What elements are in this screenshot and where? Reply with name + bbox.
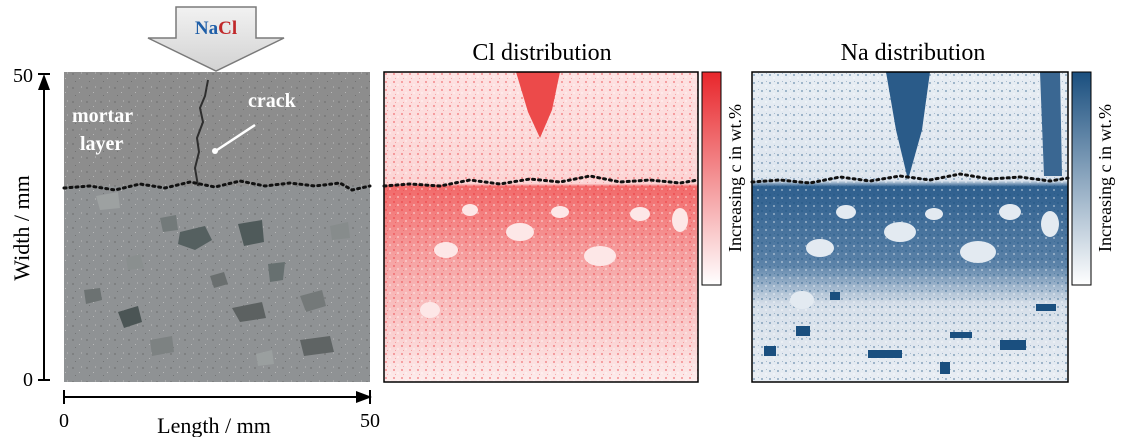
y-axis-label: Width / mm: [9, 175, 34, 280]
y-tick-label-bottom: 0: [23, 369, 33, 391]
na-label: Na: [195, 18, 219, 39]
y-tick-label-top: 50: [13, 65, 33, 87]
x-axis: 0 50 Length / mm: [59, 390, 380, 437]
crack-line: [193, 79, 209, 187]
na-colorbar-label: Increasing c in wt.%: [1095, 104, 1115, 252]
na-distribution-panel: Na distribution Increasing c: [750, 40, 1115, 383]
cl-aggregate-voids: [420, 204, 688, 318]
cl-map-frame: [383, 71, 699, 383]
mortar-label-line2: layer: [80, 133, 123, 155]
cl-label: Cl: [218, 18, 237, 39]
y-axis-arrow-icon: [38, 74, 50, 90]
photo-texture: [64, 72, 370, 382]
nacl-arrow: NaCl: [147, 6, 285, 72]
cl-interface-line: [382, 174, 700, 188]
specimen-photo: mortar layer crack: [62, 72, 372, 382]
nacl-label: NaCl: [195, 18, 237, 39]
na-lower-spots: [764, 292, 1056, 374]
y-axis: 50 0 Width / mm: [9, 65, 50, 391]
na-map-title: Na distribution: [841, 40, 986, 66]
crack-pointer-dot: [212, 148, 218, 154]
na-interface-line: [750, 172, 1070, 185]
cl-distribution-panel: Cl distribution Increasing c in wt.%: [382, 40, 745, 383]
x-tick-label-left: 0: [59, 410, 69, 432]
interface-line: [62, 179, 372, 192]
cl-map-title: Cl distribution: [472, 40, 611, 66]
down-arrow-icon: [147, 6, 285, 72]
x-tick-label-right: 50: [360, 410, 380, 432]
cl-colorbar: [701, 71, 722, 286]
na-colorbar: [1071, 71, 1092, 286]
na-aggregate-voids: [790, 204, 1059, 309]
aggregates: [84, 192, 350, 366]
na-edge-band: [1040, 72, 1062, 176]
cl-colorbar-label: Increasing c in wt.%: [725, 104, 745, 252]
x-axis-label: Length / mm: [157, 413, 271, 437]
x-axis-arrow-icon: [356, 391, 372, 403]
crack-pointer-line: [216, 123, 256, 152]
mortar-label-line1: mortar: [72, 105, 133, 127]
na-map-frame: [751, 71, 1069, 383]
crack-label: crack: [248, 90, 297, 112]
cl-crack-hotspot: [516, 72, 560, 138]
na-crack-hotspot: [886, 72, 930, 180]
